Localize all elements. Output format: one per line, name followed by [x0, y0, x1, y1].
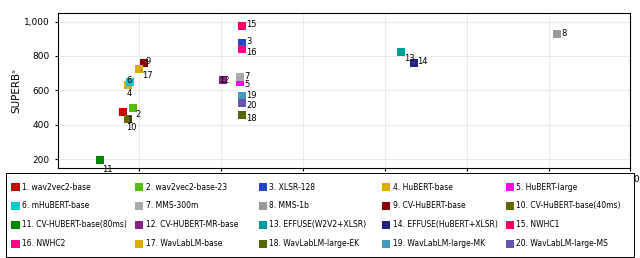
Text: 19: 19	[243, 91, 257, 100]
Text: 3. XLSR-128: 3. XLSR-128	[269, 183, 315, 192]
Text: 14: 14	[413, 57, 428, 66]
Text: 1. wav2vec2-base: 1. wav2vec2-base	[22, 183, 91, 192]
Bar	[135, 221, 143, 229]
Point	[123, 117, 133, 121]
Bar	[12, 221, 20, 229]
Text: 14. EFFUSE(HuBERT+XLSR): 14. EFFUSE(HuBERT+XLSR)	[393, 220, 498, 229]
Bar	[382, 239, 390, 248]
Text: 10: 10	[125, 120, 136, 132]
Bar	[12, 202, 20, 210]
Text: 5: 5	[241, 80, 250, 88]
Text: 11: 11	[100, 160, 113, 174]
Bar	[382, 183, 390, 191]
Bar	[506, 221, 514, 229]
Text: 4. HuBERT-base: 4. HuBERT-base	[393, 183, 452, 192]
Point	[218, 78, 228, 82]
Text: 8: 8	[558, 29, 566, 38]
Point	[237, 41, 247, 45]
Text: 18. WavLabLM-large-EK: 18. WavLabLM-large-EK	[269, 239, 359, 248]
Bar	[259, 239, 267, 248]
Point	[237, 101, 247, 105]
X-axis label: MACs (G): MACs (G)	[320, 190, 368, 200]
Bar	[506, 239, 514, 248]
Bar	[382, 202, 390, 210]
Text: 17. WavLabLM-base: 17. WavLabLM-base	[146, 239, 222, 248]
Point	[408, 61, 419, 65]
Y-axis label: SUPERBˢ: SUPERBˢ	[12, 68, 21, 113]
Point	[95, 158, 105, 162]
Text: 12. CV-HUBERT-MR-base: 12. CV-HUBERT-MR-base	[146, 220, 238, 229]
Point	[234, 75, 244, 79]
Text: 4: 4	[126, 85, 132, 98]
Text: 6: 6	[126, 76, 132, 85]
Point	[125, 80, 135, 84]
Text: 2. wav2vec2-base-23: 2. wav2vec2-base-23	[146, 183, 227, 192]
Bar	[506, 202, 514, 210]
Text: 7: 7	[241, 72, 250, 81]
Point	[128, 106, 138, 110]
Text: 9: 9	[145, 57, 151, 66]
Text: 13. EFFUSE(W2V2+XLSR): 13. EFFUSE(W2V2+XLSR)	[269, 220, 366, 229]
Text: 9. CV-HuBERT-base: 9. CV-HuBERT-base	[393, 201, 465, 211]
Point	[118, 110, 128, 114]
Bar	[382, 221, 390, 229]
Point	[237, 24, 247, 28]
Text: 6. mHuBERT-base: 6. mHuBERT-base	[22, 201, 90, 211]
Point	[234, 80, 244, 84]
Point	[552, 31, 562, 36]
Text: 7. MMS-300m: 7. MMS-300m	[146, 201, 198, 211]
Text: 11. CV-HUBERT-base(80ms): 11. CV-HUBERT-base(80ms)	[22, 220, 127, 229]
Text: 2: 2	[134, 109, 141, 119]
Bar	[259, 221, 267, 229]
Point	[237, 113, 247, 117]
Bar	[12, 239, 20, 248]
Text: 3: 3	[243, 37, 252, 46]
Text: 15: 15	[243, 20, 257, 29]
Text: 15. NWHC1: 15. NWHC1	[516, 220, 560, 229]
Point	[138, 61, 148, 65]
Point	[237, 47, 247, 51]
Text: 17: 17	[140, 70, 152, 80]
Text: 20: 20	[243, 101, 257, 110]
Bar	[135, 239, 143, 248]
Text: 18: 18	[243, 114, 257, 123]
Point	[123, 83, 133, 87]
Text: 1: 1	[124, 113, 132, 125]
Text: 16: 16	[243, 48, 257, 57]
Point	[396, 50, 406, 54]
Bar	[135, 202, 143, 210]
Text: 12: 12	[220, 76, 230, 85]
Bar	[12, 183, 20, 191]
Text: 8. MMS-1b: 8. MMS-1b	[269, 201, 309, 211]
Text: 10. CV-HuBERT-base(40ms): 10. CV-HuBERT-base(40ms)	[516, 201, 621, 211]
Bar	[506, 183, 514, 191]
Bar	[259, 183, 267, 191]
Point	[237, 94, 247, 98]
Text: 5. HuBERT-large: 5. HuBERT-large	[516, 183, 577, 192]
Bar	[135, 183, 143, 191]
Bar	[259, 202, 267, 210]
Point	[134, 67, 145, 71]
Text: 20. WavLabLM-large-MS: 20. WavLabLM-large-MS	[516, 239, 608, 248]
Text: 13: 13	[401, 52, 415, 63]
Text: 19. WavLabLM-large-MK: 19. WavLabLM-large-MK	[393, 239, 485, 248]
Text: 16. NWHC2: 16. NWHC2	[22, 239, 65, 248]
